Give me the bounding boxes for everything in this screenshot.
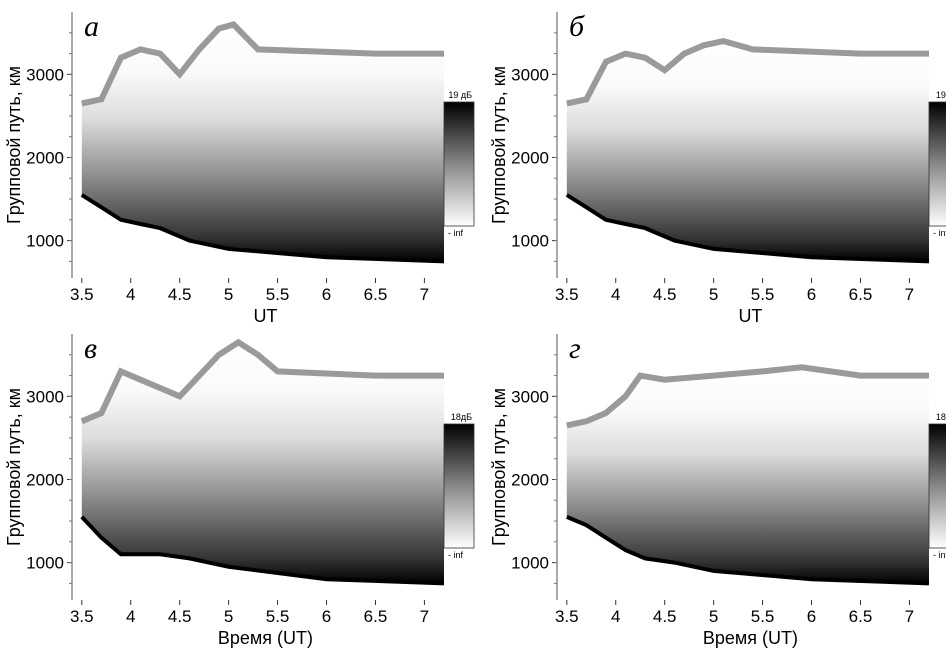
lower-trace [566,515,930,586]
upper-trace [81,21,444,107]
x-tick-label: 7 [420,285,429,304]
chart-panel-1: 1000 2000 3000 3.5 4 4.5 5 5.5 6 6.5 7 UT Групповой … [4,10,475,326]
x-tick-label: 5.5 [751,285,775,304]
echo-region [81,24,445,262]
y-tick-label: 1000 [26,232,64,251]
lower-trace [80,515,445,586]
panel-label: а [84,10,99,43]
y-axis-label: Групповой путь, км [489,388,509,546]
x-tick-label: 4 [126,285,135,304]
x-tick-label: 6.5 [364,607,388,626]
x-tick-label: 6.5 [364,285,388,304]
x-tick-label: 6 [807,607,816,626]
colorbar-bottom-label: - inf [933,550,946,560]
x-tick-label: 3.5 [70,607,94,626]
x-tick-label: 3.5 [555,607,579,626]
y-tick-label: 2000 [26,148,64,167]
colorbar-top-label: 19 дБ [448,90,472,100]
panel-label: в [84,332,97,365]
colorbar-top-label: 18дБ [451,412,472,422]
x-tick-label: 5 [709,285,718,304]
x-axis-label: UT [253,306,277,326]
x-tick-label: 5 [224,285,233,304]
x-tick-label: 5.5 [751,607,775,626]
x-tick-label: 4 [611,285,620,304]
x-tick-label: 6.5 [849,607,873,626]
colorbar-bottom-label: - inf [933,228,946,238]
colorbar [928,101,946,227]
panels: 1000 2000 3000 3.5 4 4.5 5 5.5 6 6.5 7 UT Групповой … [4,10,946,648]
echo-region [566,367,929,584]
x-axis-label: Время (UT) [703,628,798,648]
x-tick-label: 7 [420,607,429,626]
y-tick-label: 3000 [26,387,64,406]
panel-label: г [569,332,581,365]
x-tick-label: 3.5 [555,285,579,304]
colorbar-top-label: 18дБ [936,412,946,422]
colorbar [443,423,475,549]
y-tick-label: 1000 [511,232,549,251]
echo-region [566,41,929,262]
y-axis-label: Групповой путь, км [4,66,24,224]
x-tick-label: 5 [224,607,233,626]
y-axis-label: Групповой путь, км [489,66,509,224]
x-tick-label: 6 [322,607,331,626]
colorbar-bottom-label: - inf [448,550,464,560]
x-tick-label: 4.5 [653,607,677,626]
lower-trace [565,193,930,264]
y-tick-label: 1000 [511,554,549,573]
chart-panel-3: 1000 2000 3000 3.5 4 4.5 5 5.5 6 6.5 7 Время (UT) Гр… [4,332,475,648]
colorbar-bottom-label: - inf [448,228,464,238]
y-tick-label: 3000 [26,65,64,84]
x-tick-label: 4 [126,607,135,626]
upper-trace [566,38,929,107]
x-tick-label: 4.5 [168,285,192,304]
y-tick-label: 3000 [511,387,549,406]
x-tick-label: 4.5 [653,285,677,304]
x-tick-label: 6 [807,285,816,304]
x-tick-label: 7 [905,607,914,626]
colorbar [443,101,475,227]
y-tick-label: 1000 [26,554,64,573]
upper-trace [566,364,929,429]
lower-trace [80,193,445,264]
chart-panel-4: 1000 2000 3000 3.5 4 4.5 5 5.5 6 6.5 7 Время (UT) Гр… [489,332,946,648]
x-tick-label: 4 [611,607,620,626]
x-tick-label: 5 [709,607,718,626]
x-tick-label: 4.5 [168,607,192,626]
x-tick-label: 5.5 [266,607,290,626]
echo-region [81,342,445,584]
chart-panel-2: 1000 2000 3000 3.5 4 4.5 5 5.5 6 6.5 7 UT Групповой … [489,10,946,326]
y-tick-label: 2000 [511,470,549,489]
y-axis-label: Групповой путь, км [4,388,24,546]
x-tick-label: 3.5 [70,285,94,304]
colorbar [928,423,946,549]
x-tick-label: 6 [322,285,331,304]
upper-trace [80,338,444,425]
x-axis-label: UT [738,306,762,326]
x-axis-label: Время (UT) [218,628,313,648]
y-tick-label: 2000 [511,148,549,167]
x-tick-label: 6.5 [849,285,873,304]
x-tick-label: 7 [905,285,914,304]
panel-label: б [569,10,585,43]
y-tick-label: 2000 [26,470,64,489]
x-tick-label: 5.5 [266,285,290,304]
y-tick-label: 3000 [511,65,549,84]
